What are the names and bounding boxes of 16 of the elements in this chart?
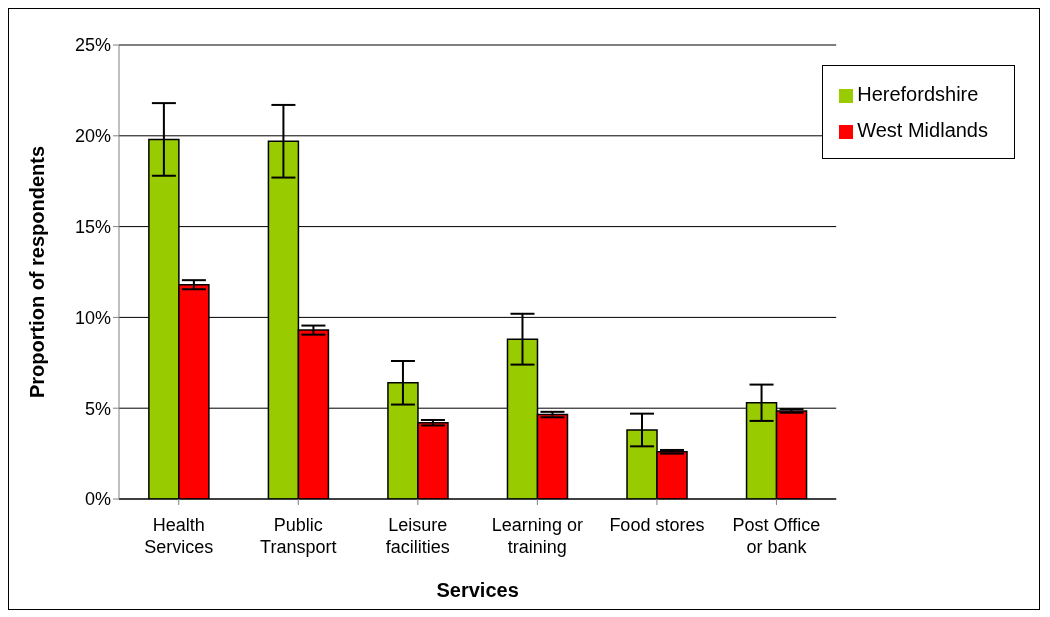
x-tick-label: Health Services: [144, 515, 214, 557]
x-tick-label: Food stores: [609, 515, 705, 535]
y-tick-label: 10%: [74, 307, 111, 328]
x-tick-label: Learning or training: [491, 515, 583, 557]
x-axis-title: Services: [436, 579, 519, 601]
x-tick-label: Leisure facilities: [385, 515, 450, 557]
x-tick-label: Post Office or bank: [732, 515, 821, 557]
y-tick-label: 15%: [74, 216, 111, 237]
legend-label: West Midlands: [857, 119, 988, 141]
y-tick-label: 25%: [74, 35, 111, 56]
y-tick-label: 0%: [84, 489, 111, 510]
y-tick-label: 5%: [84, 398, 111, 419]
y-tick-label: 20%: [74, 126, 111, 147]
y-axis-title: Proportion of respondents: [26, 145, 49, 399]
legend-label: Herefordshire: [857, 83, 979, 105]
x-tick-label: Public Transport: [260, 515, 337, 557]
